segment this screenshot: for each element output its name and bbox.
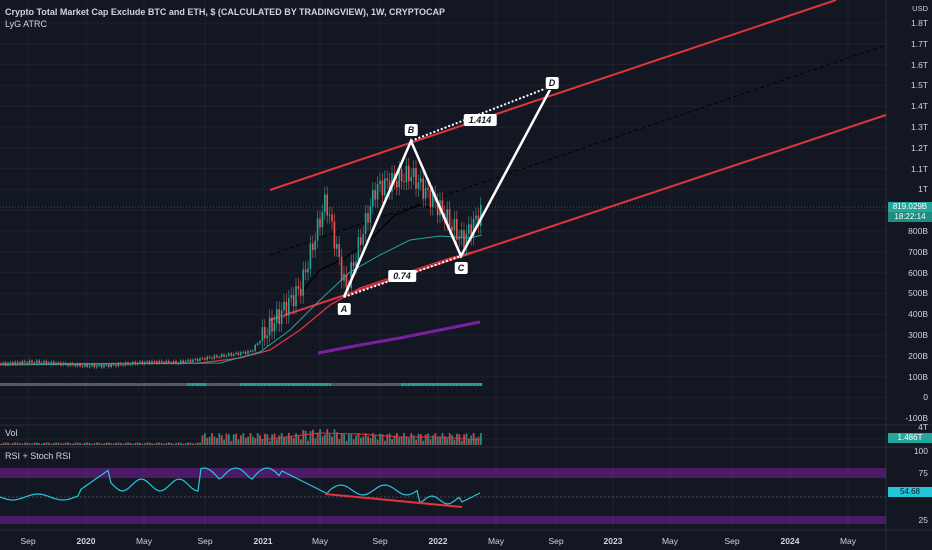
rsi-level-25: 25 xyxy=(918,515,928,525)
time-tick-label: Sep xyxy=(724,536,740,546)
price-tick-label: 1.2T xyxy=(910,142,928,153)
point-b-label[interactable]: B xyxy=(403,123,419,137)
ratio-bc-label: 0.74 xyxy=(388,270,416,282)
price-tick-label: -100B xyxy=(905,413,928,424)
current-price-badge: 819.029B xyxy=(888,202,932,212)
price-tick-label: 0 xyxy=(923,392,928,403)
ma-red-line xyxy=(0,249,481,365)
ratio-cd-label: 1.414 xyxy=(463,114,497,126)
price-tick-label: 1T xyxy=(918,184,928,195)
time-tick-label: Sep xyxy=(548,536,564,546)
rsi-level-75: 75 xyxy=(918,468,928,478)
ma-green-line xyxy=(0,234,483,366)
price-tick-label: 1.6T xyxy=(910,59,928,70)
rsi-divergence-line[interactable] xyxy=(324,493,463,508)
price-tick-label: 300B xyxy=(908,330,928,340)
price-tick-label: 500B xyxy=(908,288,928,299)
indicator-label: LyG ATRC xyxy=(5,19,48,29)
ratio-line-bd xyxy=(410,85,553,142)
rsi-current-badge: 54.68 xyxy=(888,487,932,497)
price-tick-label: 600B xyxy=(908,267,928,278)
price-tick-label: 400B xyxy=(908,309,928,320)
rsi-line xyxy=(0,467,481,505)
volume-pane-label: Vol xyxy=(5,428,18,438)
atrc-strip xyxy=(0,383,483,386)
price-tick-label: 1.1T xyxy=(910,163,928,174)
point-c-label[interactable]: C xyxy=(453,261,469,275)
channel-upper-line[interactable] xyxy=(269,0,837,191)
time-tick-label: 2022 xyxy=(428,536,448,546)
channel-lower-line[interactable] xyxy=(269,114,887,321)
time-tick-label: Sep xyxy=(372,536,388,546)
price-tick-label: 1.7T xyxy=(910,38,928,49)
time-tick-label: Sep xyxy=(20,536,36,546)
price-tick-label: 1.5T xyxy=(910,80,928,91)
price-tick-label: 700B xyxy=(908,246,928,257)
point-d-label[interactable]: D xyxy=(544,76,560,90)
currency-label: USD xyxy=(912,4,928,13)
price-tick-label: 200B xyxy=(908,350,928,361)
time-tick-label: May xyxy=(135,536,153,546)
price-tick-label: 1.4T xyxy=(910,101,928,112)
chart-title: Crypto Total Market Cap Exclude BTC and … xyxy=(5,7,446,17)
volume-bars xyxy=(0,429,482,445)
price-candles[interactable] xyxy=(0,157,482,369)
price-tick-label: 800B xyxy=(908,226,928,236)
time-tick-label: Sep xyxy=(197,536,213,546)
time-tick-label: 2023 xyxy=(603,536,623,546)
volume-axis-top: 4T xyxy=(918,422,928,432)
rsi-upper-band xyxy=(0,468,886,478)
abcd-pattern-legs[interactable] xyxy=(342,85,554,298)
time-tick-label: May xyxy=(311,536,329,546)
volume-current-badge: 1.486T xyxy=(888,433,932,443)
price-tick-label: 1.8T xyxy=(910,18,928,28)
time-tick-label: May xyxy=(661,536,679,546)
ma-purple-line xyxy=(317,320,481,355)
time-tick-label: 2021 xyxy=(253,536,273,546)
time-tick-label: May xyxy=(839,536,857,546)
rsi-lower-band xyxy=(0,516,886,524)
time-tick-label: 2020 xyxy=(76,536,96,546)
price-tick-label: 1.3T xyxy=(910,122,928,132)
time-tick-label: 2024 xyxy=(780,536,800,546)
countdown-badge: 18:22:14 xyxy=(888,212,932,222)
channel-median-line[interactable] xyxy=(269,44,887,256)
rsi-level-100: 100 xyxy=(913,446,928,456)
rsi-pane-label: RSI + Stoch RSI xyxy=(5,451,71,461)
time-tick-label: May xyxy=(487,536,505,546)
price-tick-label: 100B xyxy=(908,371,928,382)
point-a-label[interactable]: A xyxy=(336,302,352,316)
